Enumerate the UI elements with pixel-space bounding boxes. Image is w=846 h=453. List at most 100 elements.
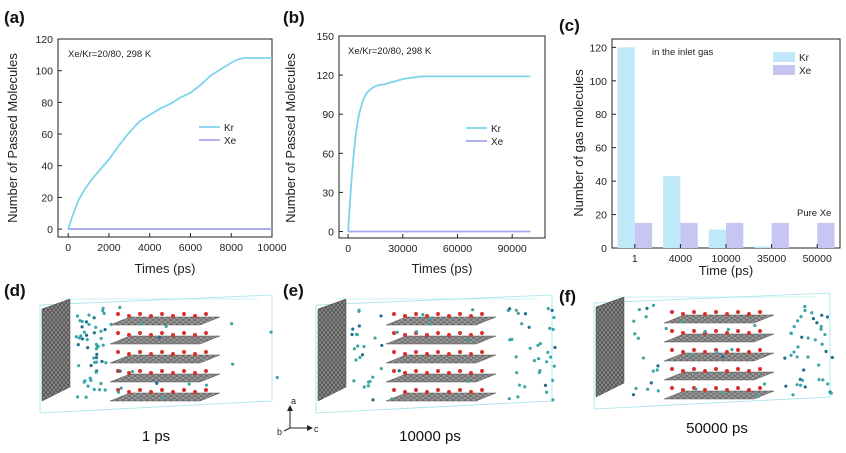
membrane-wall — [41, 298, 71, 402]
oxygen-atom — [392, 350, 396, 354]
gas-molecule — [815, 321, 819, 325]
gas-molecule — [357, 308, 361, 312]
gas-molecule — [820, 313, 824, 317]
gas-molecule — [543, 383, 548, 387]
x-tick-label: 2000 — [97, 242, 121, 254]
oxygen-atom — [736, 386, 740, 390]
gas-molecule — [269, 330, 273, 334]
oxygen-atom — [414, 350, 418, 354]
bar-xe-4000 — [680, 222, 698, 248]
gas-molecule — [806, 336, 810, 340]
gas-molecule — [119, 386, 123, 390]
y-tick-label: 30 — [322, 187, 334, 199]
y-tick-label: 0 — [601, 243, 607, 255]
gas-molecule — [467, 379, 471, 383]
gas-molecule — [116, 390, 121, 394]
cell-box — [39, 294, 273, 414]
oxygen-atom — [182, 312, 186, 316]
oxygen-atom — [436, 388, 440, 392]
gas-molecule — [204, 383, 208, 387]
x-tick-label: 4000 — [669, 253, 693, 265]
gas-molecule — [83, 379, 87, 383]
y-tick-label: 60 — [41, 129, 53, 141]
y-tick-label: 120 — [35, 34, 53, 46]
gas-molecule — [823, 332, 827, 337]
chart-a-frame — [57, 38, 273, 238]
oxygen-atom — [414, 312, 418, 316]
gas-molecule — [187, 382, 191, 386]
gas-molecule — [789, 331, 793, 336]
triad-label-b: b — [277, 427, 282, 437]
cell-box — [593, 292, 831, 410]
oxygen-atom — [469, 314, 473, 318]
chart-a-annotation: Xe/Kr=20/80, 298 K — [68, 49, 152, 60]
gas-molecule — [94, 325, 98, 329]
oxygen-atom — [480, 388, 484, 392]
x-tick-label: 90000 — [498, 243, 527, 255]
gas-molecule — [350, 332, 354, 337]
oxygen-atom — [758, 310, 762, 314]
gas-molecule — [803, 304, 807, 309]
oxygen-atom — [425, 371, 429, 375]
gas-molecule — [792, 350, 796, 354]
gas-molecule — [545, 360, 549, 364]
oxygen-atom — [182, 331, 186, 335]
oxygen-atom — [692, 310, 696, 314]
oxygen-atom — [703, 312, 707, 316]
panel-label-e: (e) — [283, 281, 304, 300]
oxygen-atom — [414, 369, 418, 373]
x-tick-label: 35000 — [757, 253, 786, 265]
chart-b-xlabel: Times (ps) — [412, 261, 473, 276]
oxygen-atom — [436, 331, 440, 335]
caption-f: 50000 ps — [686, 420, 748, 437]
oxygen-atom — [681, 388, 685, 392]
oxygen-atom — [403, 371, 407, 375]
oxygen-atom — [725, 369, 729, 373]
gas-molecule — [795, 383, 799, 387]
gas-molecule — [104, 361, 108, 365]
gas-molecule — [550, 308, 554, 313]
gas-molecule — [516, 395, 520, 399]
gas-molecule — [799, 315, 803, 319]
y-tick-label: 90 — [322, 109, 334, 121]
gas-molecule — [784, 384, 788, 388]
gas-molecule — [817, 378, 821, 382]
oxygen-atom — [171, 352, 175, 356]
oxygen-atom — [138, 369, 142, 373]
gas-molecule — [131, 369, 135, 374]
gas-molecule — [366, 384, 370, 388]
gas-molecule — [92, 387, 96, 392]
gas-molecule — [756, 394, 760, 399]
gas-molecule — [798, 383, 803, 387]
gas-molecule — [368, 379, 372, 384]
gas-molecule — [715, 350, 719, 354]
oxygen-atom — [436, 369, 440, 373]
oxygen-atom — [681, 331, 685, 335]
oxygen-atom — [458, 350, 462, 354]
oxygen-atom — [736, 348, 740, 352]
graphene-sheet — [663, 314, 775, 324]
oxygen-atom — [193, 314, 197, 318]
x-tick-label: 60000 — [443, 243, 472, 255]
gas-molecule — [552, 315, 556, 320]
oxygen-atom — [127, 333, 131, 337]
gas-molecule — [694, 387, 698, 391]
gas-molecule — [157, 335, 162, 339]
chart-a-legend-xe: Xe — [224, 136, 237, 147]
oxygen-atom — [160, 331, 164, 335]
oxygen-atom — [127, 371, 131, 375]
graphene-sheet — [109, 373, 221, 383]
graphene-sheet — [663, 352, 775, 362]
gas-molecule — [631, 393, 636, 397]
gas-molecule — [721, 390, 726, 394]
gas-molecule — [800, 335, 804, 339]
gas-molecule — [633, 332, 637, 336]
graphene-sheet — [385, 316, 497, 326]
x-tick-label: 0 — [65, 242, 71, 254]
gas-molecule — [161, 396, 165, 400]
gas-molecule — [796, 345, 800, 349]
gas-molecule — [352, 379, 356, 383]
gas-molecule — [101, 343, 105, 347]
gas-molecule — [230, 322, 234, 326]
